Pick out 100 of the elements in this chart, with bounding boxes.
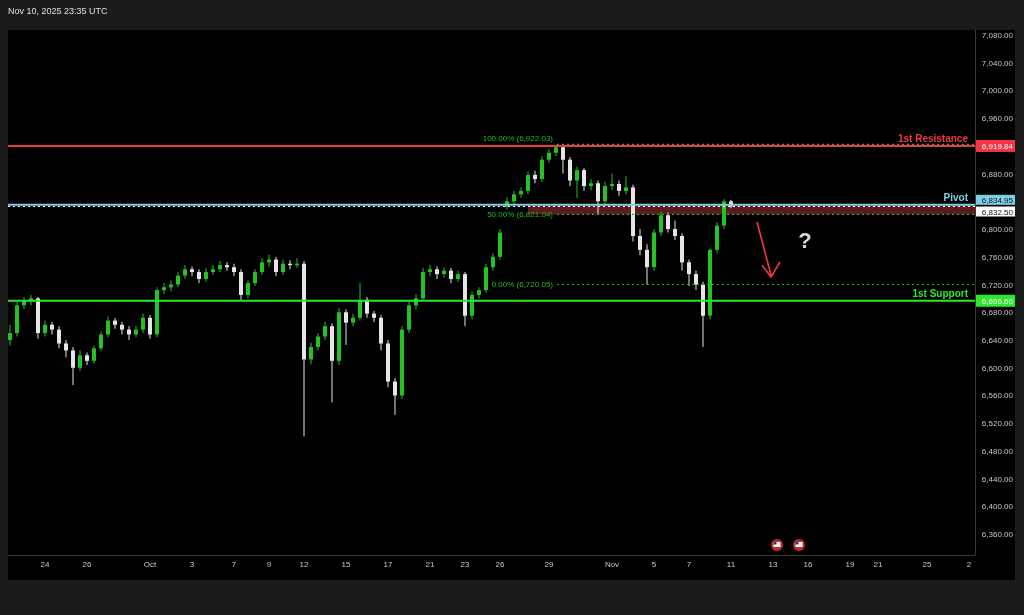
x-tick-label: 13 <box>768 560 778 569</box>
annotation: 6,696.60 <box>981 296 1014 306</box>
y-tick-label: 6,720.00 <box>981 280 1014 290</box>
x-tick-label: 3 <box>189 560 195 569</box>
candlestick <box>687 259 691 287</box>
candlestick <box>575 166 579 199</box>
y-tick-label: 7,040.00 <box>981 58 1014 68</box>
candlestick <box>491 252 495 272</box>
x-tick-label: Nov <box>604 560 620 569</box>
x-tick-label: 24 <box>40 560 50 569</box>
y-tick-label: 7,080.00 <box>981 30 1014 40</box>
x-tick-label: 16 <box>803 560 813 569</box>
x-tick-label: 21 <box>873 560 883 569</box>
ref-line-label: 50.00% (6,821.04) <box>487 210 554 220</box>
candlestick <box>204 267 208 283</box>
x-tick-label: 15 <box>341 560 351 569</box>
x-tick-label: 19 <box>845 560 855 569</box>
candlestick <box>547 148 551 163</box>
candlestick <box>323 321 327 341</box>
candlestick <box>197 268 201 284</box>
candlestick <box>43 320 47 338</box>
chart-subtitle: Nov 10, 2025 23:35 UTC <box>8 6 109 16</box>
x-tick-label: 29 <box>544 560 554 569</box>
y-tick-label: 6,800.00 <box>981 225 1014 235</box>
x-tick-label: 26 <box>495 560 505 569</box>
candlestick <box>589 178 593 191</box>
candlestick <box>617 180 621 197</box>
candlestick <box>596 180 600 215</box>
text: 6,834.95 <box>981 195 1014 205</box>
candlestick <box>57 325 61 349</box>
x-tick-label: 21 <box>425 560 435 569</box>
annotation: 6,919.84 <box>981 141 1014 151</box>
ref-line-label: 100.00% (6,922.03) <box>482 134 554 144</box>
candlestick <box>351 313 355 327</box>
candlestick <box>673 220 677 241</box>
candlestick <box>225 261 229 272</box>
candlestick <box>561 144 565 175</box>
candlestick <box>603 181 607 206</box>
candlestick <box>8 324 12 347</box>
ref-line-label: 0.00% (6,720.05) <box>491 280 554 290</box>
candlestick <box>99 331 103 352</box>
candlestick <box>344 308 348 346</box>
candlestick <box>666 211 670 234</box>
candlestick <box>512 190 516 205</box>
candlestick <box>78 349 82 372</box>
x-tick-label: 7 <box>231 560 237 569</box>
candlestick <box>526 170 530 195</box>
candlestick <box>141 313 145 334</box>
candlestick <box>106 315 110 338</box>
ref-line-label: 1st Resistance <box>897 132 969 144</box>
y-tick-label: 6,520.00 <box>981 419 1014 429</box>
candlestick <box>71 346 75 386</box>
candlestick <box>218 260 222 273</box>
candlestick <box>64 339 68 358</box>
candlestick <box>624 175 628 195</box>
x-tick-label: 12 <box>299 560 309 569</box>
x-tick-label: 2 <box>966 560 972 569</box>
y-tick-label: 6,560.00 <box>981 391 1014 401</box>
text: 6,832.50 <box>981 207 1014 217</box>
candlestick <box>645 243 649 285</box>
candlestick <box>281 259 285 276</box>
candlestick <box>92 345 96 365</box>
y-tick-label: 6,400.00 <box>981 502 1014 512</box>
candlestick <box>232 263 236 277</box>
candlestick <box>183 264 187 280</box>
x-tick-label: 9 <box>266 560 272 569</box>
x-tick-label: 26 <box>82 560 92 569</box>
x-tick-label: Oct <box>143 560 157 569</box>
y-tick-label: 6,440.00 <box>981 474 1014 484</box>
candlestick <box>120 321 124 335</box>
candlestick <box>393 377 397 416</box>
candlestick <box>190 265 194 277</box>
x-tick-label: 25 <box>922 560 932 569</box>
x-tick-label: 11 <box>726 560 736 569</box>
y-tick-label: 6,680.00 <box>981 308 1014 318</box>
y-tick-label: 6,640.00 <box>981 336 1014 346</box>
ref-line-label: Pivot <box>943 191 969 203</box>
candlestick <box>456 270 460 283</box>
y-tick-label: 6,760.00 <box>981 252 1014 262</box>
candlestick <box>470 290 474 320</box>
candlestick <box>435 265 439 280</box>
candlestick <box>85 351 89 366</box>
y-tick-label: 7,000.00 <box>981 86 1014 96</box>
x-tick-label: 23 <box>460 560 470 569</box>
candlestick <box>113 317 117 330</box>
candlestick <box>50 321 54 335</box>
candlestick <box>610 173 614 191</box>
annotation: ? <box>798 228 812 253</box>
candlestick <box>148 314 152 340</box>
candlestick <box>246 279 250 299</box>
x-tick-label: 5 <box>651 560 657 569</box>
candlestick <box>694 270 698 291</box>
candlestick <box>372 310 376 323</box>
candlestick <box>582 167 586 192</box>
candlestick <box>449 267 453 284</box>
candlestick <box>568 156 572 187</box>
candlestick <box>484 263 488 294</box>
candlestick <box>274 256 278 277</box>
candlestick <box>477 286 481 299</box>
y-tick-label: 6,360.00 <box>981 530 1014 540</box>
